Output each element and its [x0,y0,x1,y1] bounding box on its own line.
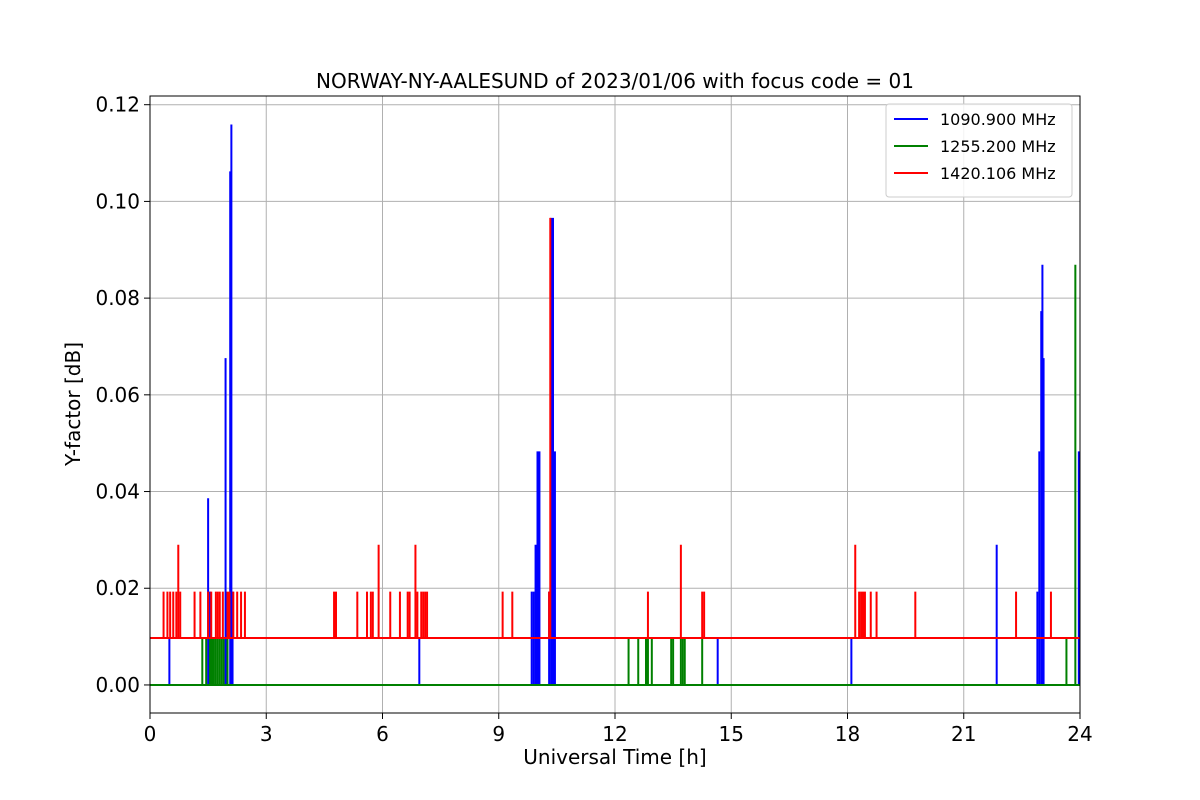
x-tick-label: 18 [835,722,860,746]
chart-title: NORWAY-NY-AALESUND of 2023/01/06 with fo… [316,69,914,93]
x-tick-label: 24 [1067,722,1092,746]
y-tick-label: 0.10 [95,189,140,213]
legend-label: 1255.200 MHz [940,137,1056,156]
legend-label: 1420.106 MHz [940,164,1056,183]
y-axis-label: Y-factor [dB] [61,342,85,467]
y-tick-label: 0.06 [95,383,140,407]
y-tick-label: 0.02 [95,576,140,600]
x-tick-label: 6 [376,722,389,746]
y-axis: 0.00 0.02 0.04 0.06 0.08 0.10 0.12 [95,93,150,697]
series-layer [150,124,1080,686]
series-2 [150,264,1080,686]
x-tick-label: 0 [144,722,157,746]
y-tick-label: 0.00 [95,673,140,697]
legend: 1090.900 MHz 1255.200 MHz 1420.106 MHz [885,103,1073,198]
series-1 [150,124,1080,686]
legend-box [885,103,1073,198]
x-tick-label: 9 [492,722,505,746]
x-tick-label: 21 [951,722,976,746]
x-tick-label: 15 [719,722,744,746]
y-tick-label: 0.12 [95,93,140,117]
series-3 [150,217,1080,640]
legend-label: 1090.900 MHz [940,110,1056,129]
x-tick-label: 12 [602,722,627,746]
x-axis: 0 3 6 9 12 15 18 21 24 [144,713,1093,746]
x-tick-label: 3 [260,722,273,746]
y-tick-label: 0.04 [95,480,140,504]
x-axis-label: Universal Time [h] [523,745,706,769]
y-tick-label: 0.08 [95,286,140,310]
